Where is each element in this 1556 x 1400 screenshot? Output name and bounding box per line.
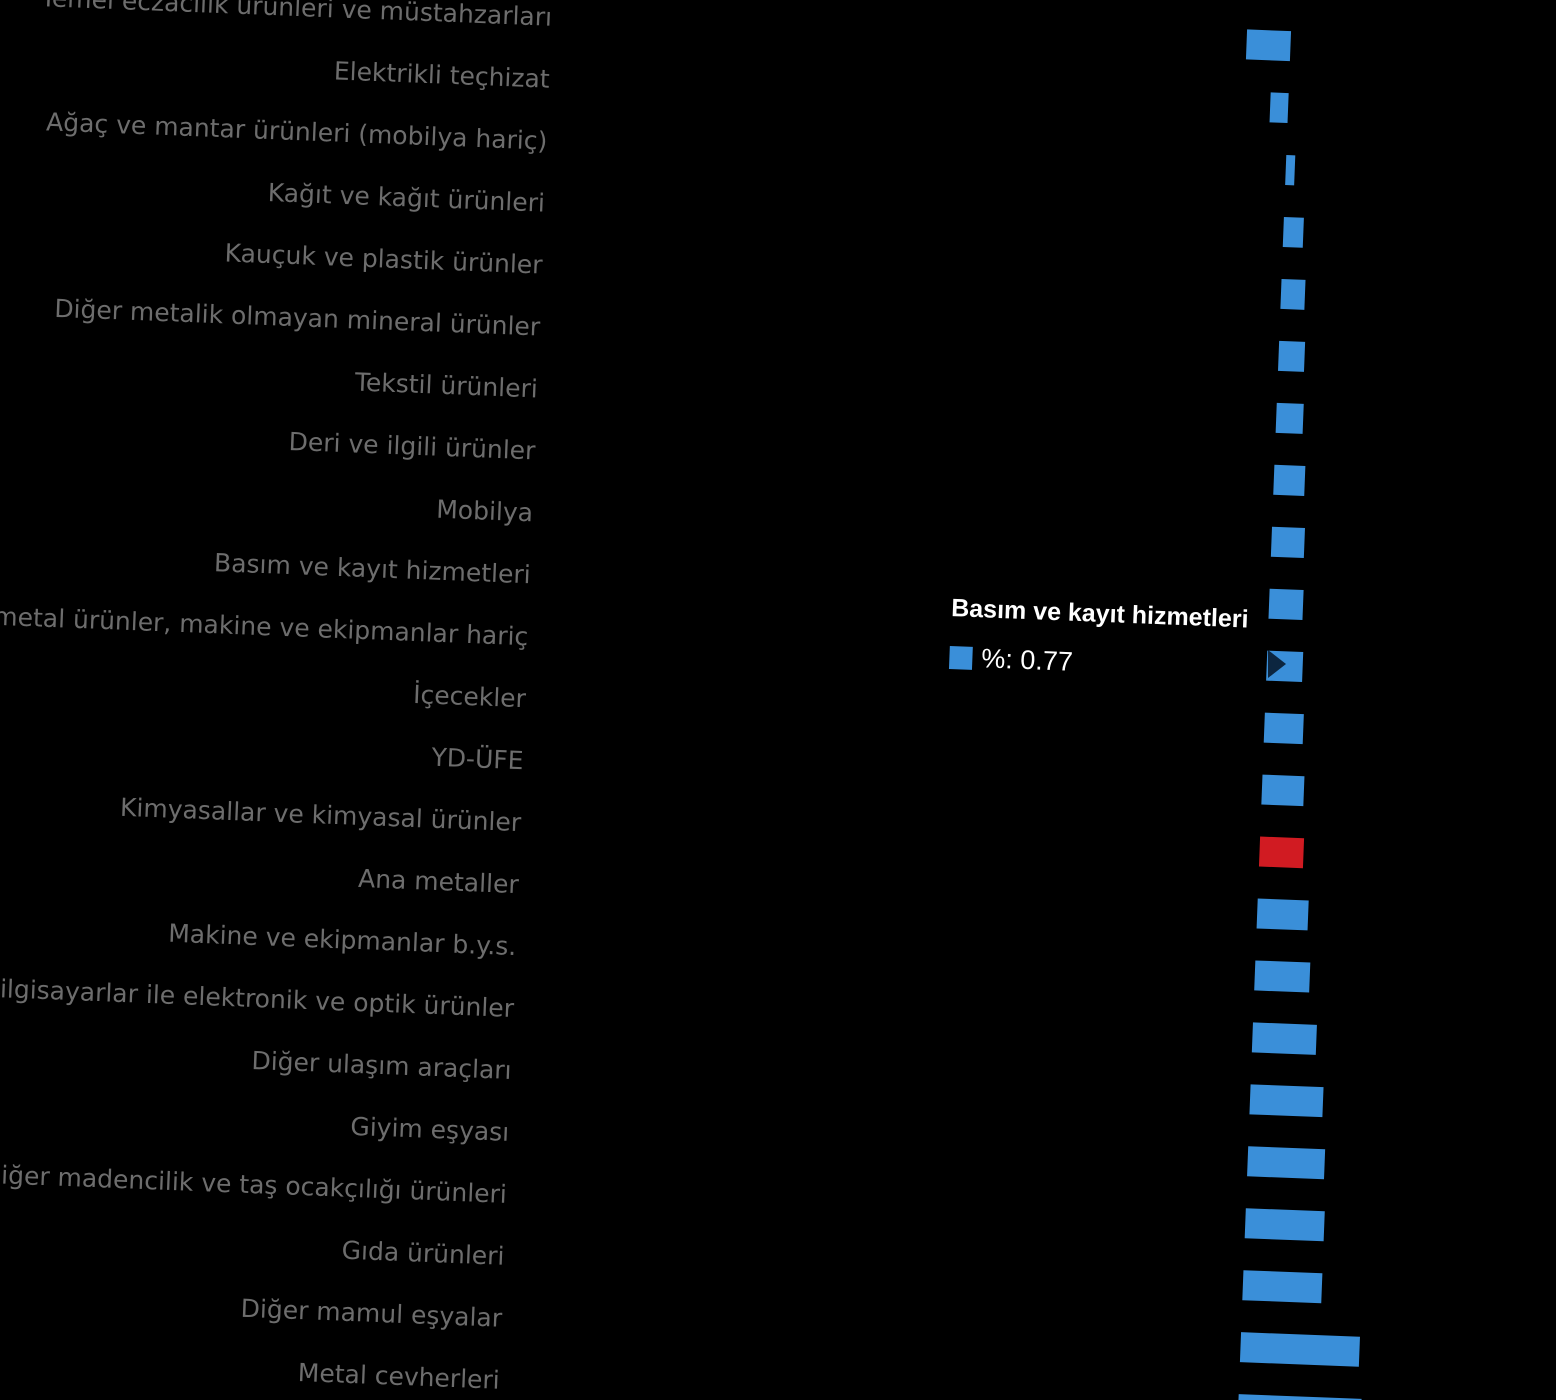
- category-label: Gıda ürünleri: [341, 1235, 505, 1271]
- category-label: Ana metaller: [357, 863, 520, 900]
- bar[interactable]: [1256, 898, 1309, 931]
- category-label: Diğer mamul eşyalar: [240, 1293, 503, 1333]
- category-label: Diğer ulaşım araçları: [250, 1045, 513, 1085]
- category-label: Ağaç ve mantar ürünleri (mobilya hariç): [45, 107, 548, 156]
- category-label: Makine ve ekipmanlar b.y.s.: [167, 918, 517, 962]
- category-label: Kağıt ve kağıt ürünleri: [267, 177, 546, 218]
- bar[interactable]: [1247, 1146, 1326, 1180]
- category-label: Metal cevherleri: [297, 1357, 501, 1395]
- category-label: Kimyasallar ve kimyasal ürünler: [119, 792, 522, 838]
- chart-tooltip: Basım ve kayıt hizmetleri %: 0.77: [946, 590, 1299, 699]
- category-label: Tekstil ürünleri: [354, 367, 539, 404]
- category-label: Basım ve kayıt hizmetleri: [213, 548, 532, 590]
- bar[interactable]: [1249, 1084, 1324, 1118]
- bar[interactable]: [1245, 29, 1292, 62]
- category-label: Elektrikli teçhizat: [333, 56, 551, 94]
- bar[interactable]: [1263, 712, 1304, 745]
- category-label: Temel eczacılık ürünleri ve müstahzarlar…: [40, 0, 553, 32]
- bar[interactable]: [1273, 464, 1306, 496]
- tooltip-title: Basım ve kayıt hizmetleri: [950, 594, 1250, 634]
- bar[interactable]: [1239, 1332, 1360, 1367]
- bar[interactable]: [1261, 774, 1305, 807]
- category-label: İçecekler: [412, 679, 527, 714]
- bar[interactable]: [1254, 960, 1311, 993]
- bar[interactable]: [1280, 278, 1306, 310]
- bar[interactable]: [1285, 155, 1296, 186]
- bar[interactable]: [1244, 1208, 1325, 1242]
- bar[interactable]: [1258, 836, 1305, 869]
- category-label: Giyim eşyası: [349, 1111, 510, 1147]
- category-label: Kauçuk ve plastik ürünler: [224, 238, 544, 280]
- category-label: YD-ÜFE: [430, 742, 525, 776]
- bar[interactable]: [1278, 340, 1306, 372]
- tooltip-pointer: [1268, 650, 1286, 678]
- bar[interactable]: [1242, 1270, 1323, 1304]
- tooltip-swatch: [948, 646, 973, 670]
- bar[interactable]: [1270, 526, 1305, 559]
- bar[interactable]: [1269, 92, 1289, 124]
- bar[interactable]: [1282, 216, 1304, 248]
- category-label: Mobilya: [435, 494, 534, 528]
- category-label: Diğer madencilik ve taş ocakçılığı ürünl…: [0, 1159, 508, 1209]
- category-label: Bilgisayarlar ile elektronik ve optik ür…: [0, 973, 515, 1024]
- bar[interactable]: [1275, 402, 1305, 434]
- category-label: Diğer metalik olmayan mineral ürünler: [53, 293, 541, 342]
- category-label: Deri ve ilgili ürünler: [288, 426, 536, 466]
- bar[interactable]: [1237, 1394, 1362, 1400]
- category-label: Fabrikasyon metal ürünler, makine ve eki…: [0, 596, 529, 652]
- bar[interactable]: [1251, 1022, 1317, 1055]
- tooltip-value: %: 0.77: [980, 643, 1074, 677]
